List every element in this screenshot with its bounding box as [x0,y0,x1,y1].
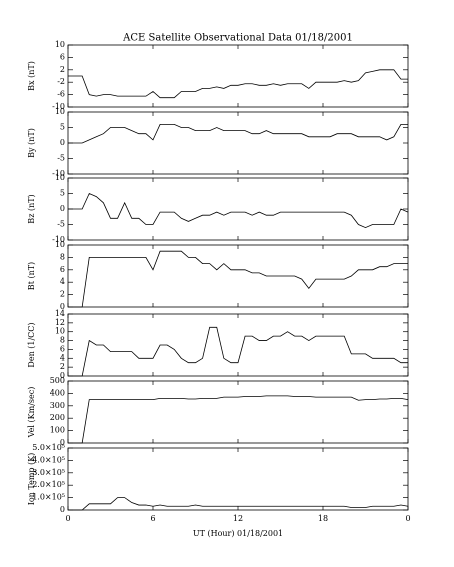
y-tick-label: 12 [55,318,65,327]
y-axis-label: Bz (nT) [27,194,36,223]
y-tick-label: 4 [60,277,65,286]
y-axis-label: Bt (nT) [27,262,36,290]
y-tick-label: 0 [60,505,65,514]
data-line [68,124,408,144]
panel-frame [67,111,409,175]
y-tick-label: 4 [60,353,65,362]
y-tick-label: 6 [60,344,65,353]
y-tick-label: 0 [60,302,65,311]
y-tick-label: 300 [50,401,65,410]
y-tick-label: 5.0×10⁵ [32,443,65,452]
panel-frame [67,313,409,377]
x-tick-label: 0 [405,514,410,523]
y-tick-label: 3.0×10⁵ [32,468,65,477]
y-tick-label: -5 [57,154,65,163]
y-tick-label: 6 [60,265,65,274]
y-tick-label: -6 [57,90,65,99]
y-tick-label: 0 [60,371,65,380]
x-tick-label: 18 [318,514,328,523]
y-tick-label: 2 [60,65,65,74]
y-tick-label: 6 [60,52,65,61]
panel-frame [67,177,409,241]
y-tick-label: 5 [60,189,65,198]
data-line [68,326,408,377]
y-tick-label: 100 [50,426,65,435]
y-tick-label: 500 [50,376,65,385]
y-tick-label: 0 [60,204,65,213]
y-tick-label: 14 [55,309,65,318]
x-tick-label: 0 [65,514,70,523]
y-tick-label: 0 [60,438,65,447]
y-tick-label: -10 [52,235,65,244]
y-tick-label: 5 [60,123,65,132]
y-tick-label: -5 [57,220,65,229]
x-axis-label: UT (Hour) 01/18/2001 [193,529,283,538]
y-axis-label: Vel (Km/sec) [27,387,36,439]
y-tick-label: 200 [50,413,65,422]
y-tick-label: 8 [60,252,65,261]
chart-title: ACE Satellite Observational Data 01/18/2… [122,33,353,44]
y-tick-label: 1.0×10⁵ [32,493,65,502]
y-tick-label: 10 [55,173,65,182]
y-tick-label: 8 [60,336,65,345]
y-tick-label: -10 [52,169,65,178]
y-tick-label: -2 [57,77,65,86]
y-tick-label: 10 [55,327,65,336]
y-axis-label: By (nT) [27,128,36,158]
y-tick-label: 2 [60,362,65,371]
y-axis-label: Den (1/CC) [27,322,36,367]
panel-frame [67,447,409,511]
y-tick-label: 4.0×10⁵ [32,455,65,464]
y-tick-label: -10 [52,102,65,111]
x-tick-label: 6 [150,514,155,523]
y-axis-label: Bx (nT) [27,61,36,91]
y-tick-label: 10 [55,40,65,49]
panel-frame [67,244,409,308]
data-line [68,395,409,444]
data-line [68,497,409,511]
panel-frame [67,380,409,444]
y-tick-label: 2.0×10⁵ [32,480,65,489]
y-axis-label: Ion Temp (K) [27,453,36,506]
data-line [68,192,409,229]
panel-frame [67,44,409,108]
data-line [68,250,408,308]
y-tick-label: 0 [60,138,65,147]
y-tick-label: 10 [55,240,65,249]
x-tick-label: 12 [233,514,243,523]
y-tick-label: 10 [55,107,65,116]
y-tick-label: 400 [50,388,65,397]
data-line [68,69,408,99]
y-tick-label: 2 [60,290,65,299]
